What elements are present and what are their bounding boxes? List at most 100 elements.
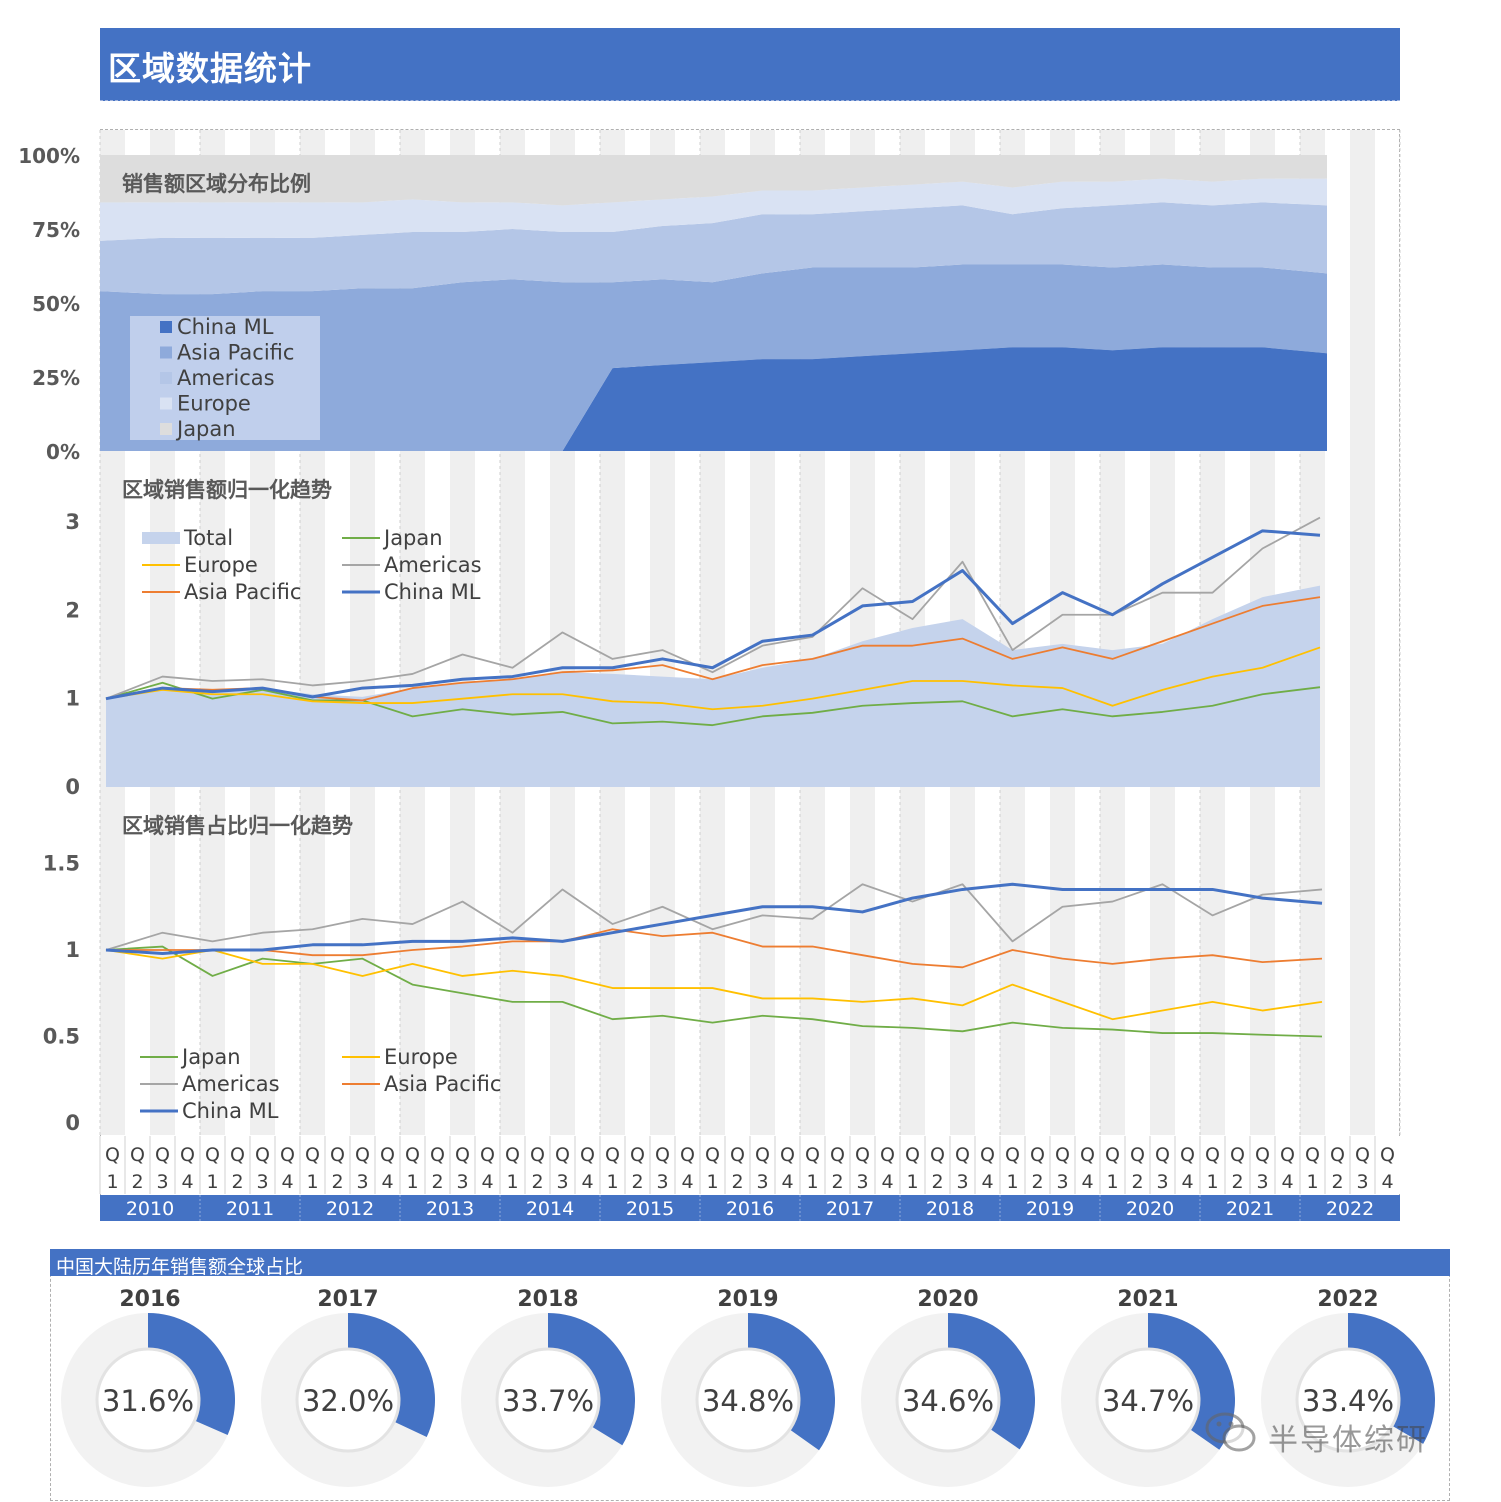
quarter-label-num: 2 (1331, 1171, 1343, 1193)
donut-hole (1295, 1347, 1401, 1453)
quarter-label-num: 1 (1106, 1171, 1118, 1193)
chart1-legend-swatch (160, 346, 172, 359)
chart3-ytick: 0 (65, 1111, 80, 1135)
quarter-label-q: Q (1305, 1144, 1320, 1166)
quarter-label-num: 1 (906, 1171, 918, 1193)
chart2-ytick: 0 (65, 775, 80, 799)
quarter-label-num: 2 (131, 1171, 143, 1193)
donut-hole (695, 1347, 801, 1453)
chart1-legend-label: China ML (177, 315, 274, 339)
quarter-label-q: Q (955, 1144, 970, 1166)
quarter-label-num: 3 (1356, 1171, 1368, 1193)
year-label: 2015 (626, 1198, 674, 1220)
chart1-legend-swatch (160, 397, 172, 410)
donut-hole (295, 1347, 401, 1453)
year-label: 2021 (1226, 1198, 1274, 1220)
chart1-title: 销售额区域分布比例 (122, 172, 311, 196)
year-label: 2017 (826, 1198, 874, 1220)
donut-hole (495, 1347, 601, 1453)
quarter-label-num: 2 (931, 1171, 943, 1193)
quarter-label-num: 1 (406, 1171, 418, 1193)
quarter-label-q: Q (780, 1144, 795, 1166)
quarter-label-q: Q (1180, 1144, 1195, 1166)
area-china-ml-block (616, 347, 1327, 451)
quarter-label-q: Q (1055, 1144, 1070, 1166)
quarter-label-num: 4 (881, 1171, 893, 1193)
chart3-ytick: 0.5 (43, 1025, 80, 1049)
quarter-label-num: 3 (1156, 1171, 1168, 1193)
donut-chart-area: 2016 31.6% 2017 32.0% 2018 33.7% 2019 34.8% 2020… (61, 1287, 1436, 1487)
quarter-label-q: Q (130, 1144, 145, 1166)
donut-segment (348, 1313, 435, 1438)
donut-year-label: 2017 (317, 1287, 378, 1312)
chart2-line-europe (105, 646, 1321, 711)
chart1-legend-label: Americas (177, 366, 275, 390)
chart1-legend-swatch (160, 423, 172, 435)
quarter-label-q: Q (430, 1144, 445, 1166)
quarter-label-q: Q (205, 1144, 220, 1166)
donut-value-label: 32.0% (302, 1384, 394, 1418)
quarter-label-num: 4 (581, 1171, 593, 1193)
wechat-icon (1203, 1410, 1263, 1459)
quarter-label-q: Q (555, 1144, 570, 1166)
quarter-label-num: 4 (481, 1171, 493, 1193)
quarter-label-num: 2 (1231, 1171, 1243, 1193)
year-label: 2014 (526, 1198, 574, 1220)
donut-year-label: 2022 (1317, 1287, 1378, 1312)
quarter-label-num: 1 (606, 1171, 618, 1193)
quarter-label-num: 2 (1031, 1171, 1043, 1193)
quarter-label-num: 2 (731, 1171, 743, 1193)
chart3-legend-label: China ML (182, 1099, 279, 1123)
quarter-label-q: Q (1130, 1144, 1145, 1166)
quarter-label-num: 3 (156, 1171, 168, 1193)
chart3-legend-label: Americas (182, 1072, 280, 1096)
quarter-label-q: Q (405, 1144, 420, 1166)
quarter-label-q: Q (380, 1144, 395, 1166)
quarter-label-q: Q (805, 1144, 820, 1166)
year-label: 2018 (926, 1198, 974, 1220)
watermark-text: 半导体综研 (1268, 1423, 1428, 1458)
quarter-label-num: 2 (831, 1171, 843, 1193)
quarter-label-q: Q (1105, 1144, 1120, 1166)
quarter-label-q: Q (1005, 1144, 1020, 1166)
chart2-area-total (106, 585, 1320, 787)
quarter-label-q: Q (1255, 1144, 1270, 1166)
quarter-label-q: Q (855, 1144, 870, 1166)
chart2-legend-label: Japan (382, 526, 443, 550)
donut-year-label: 2018 (517, 1287, 578, 1312)
quarter-label-q: Q (280, 1144, 295, 1166)
quarter-label-num: 3 (256, 1171, 268, 1193)
quarter-label-q: Q (455, 1144, 470, 1166)
quarter-label-q: Q (1380, 1144, 1395, 1166)
quarter-label-num: 3 (456, 1171, 468, 1193)
donut-segment (1348, 1313, 1436, 1444)
chart3-line-asia-pacific (106, 928, 1323, 969)
quarter-label-q: Q (105, 1144, 120, 1166)
quarter-label-num: 1 (1006, 1171, 1018, 1193)
chart3-legend-label: Japan (180, 1045, 241, 1069)
quarter-label-q: Q (980, 1144, 995, 1166)
area-europe (100, 178, 1327, 241)
chart1-ytick: 0% (46, 440, 80, 464)
quarter-label-num: 4 (1281, 1171, 1293, 1193)
chart2-ytick: 1 (65, 687, 80, 711)
donut-2019 (661, 1313, 835, 1487)
quarter-label-num: 4 (181, 1171, 193, 1193)
quarter-label-q: Q (255, 1144, 270, 1166)
quarter-label-q: Q (530, 1144, 545, 1166)
quarter-label-num: 1 (206, 1171, 218, 1193)
donut-value-label: 31.6% (102, 1384, 194, 1418)
year-axis-bar (100, 1195, 1400, 1221)
chart3-line-americas (105, 883, 1323, 951)
chart2-legend-label: China ML (384, 580, 481, 604)
year-label: 2012 (326, 1198, 374, 1220)
donut-2022 (1261, 1313, 1436, 1487)
donut-segment (1148, 1313, 1235, 1450)
quarter-label-num: 3 (556, 1171, 568, 1193)
quarter-label-q: Q (655, 1144, 670, 1166)
chart3-ytick: 1.5 (43, 852, 80, 876)
quarter-label-num: 3 (956, 1171, 968, 1193)
year-label: 2010 (126, 1198, 174, 1220)
quarter-label-num: 3 (756, 1171, 768, 1193)
